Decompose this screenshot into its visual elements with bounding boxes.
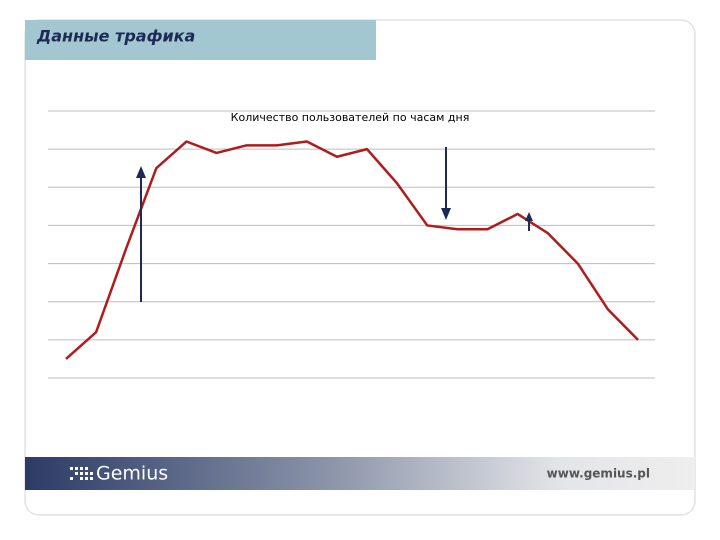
footer-url: www.gemius.pl	[547, 467, 650, 481]
plot	[48, 110, 655, 379]
logo: Gemius	[96, 463, 168, 485]
chart-title: Количество пользователей по часам дня	[231, 111, 470, 124]
arrow-head	[441, 208, 451, 220]
title-band	[25, 20, 376, 60]
data-line	[65, 140, 639, 360]
slide-frame	[24, 19, 696, 516]
arrow-head	[136, 166, 146, 178]
arrow-head	[525, 212, 533, 221]
slide-title: Данные трафика	[36, 27, 195, 46]
logo-icon	[70, 467, 93, 480]
footer-band	[25, 457, 695, 490]
